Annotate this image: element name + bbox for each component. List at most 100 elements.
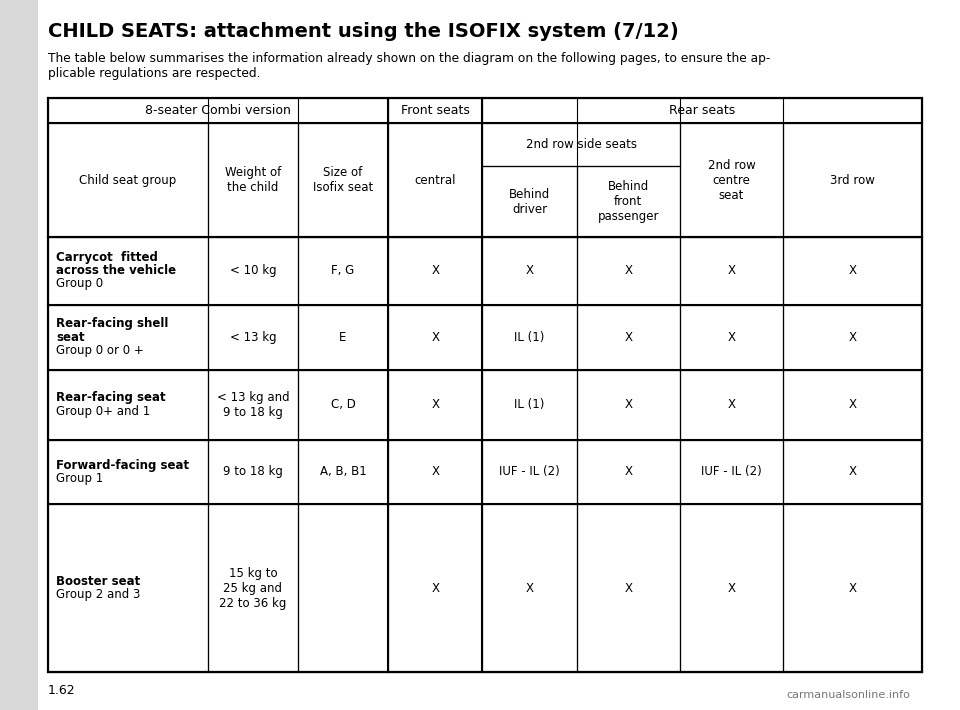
Bar [482, 166, 577, 237]
Text: The table below summarises the information already shown on the diagram on the f: The table below summarises the informati… [48, 52, 770, 65]
Text: IUF - IL (2): IUF - IL (2) [701, 466, 762, 479]
Text: plicable regulations are respected.: plicable regulations are respected. [48, 67, 260, 80]
Text: X: X [624, 264, 633, 278]
Text: X: X [624, 398, 633, 411]
Bar [482, 124, 680, 166]
Text: Group 0+ and 1: Group 0+ and 1 [56, 405, 151, 417]
Text: Rear seats: Rear seats [669, 104, 735, 117]
Bar [680, 305, 783, 369]
Text: E: E [339, 331, 347, 344]
Bar [482, 504, 577, 672]
Text: X: X [728, 398, 735, 411]
Bar [208, 504, 298, 672]
Text: X: X [728, 331, 735, 344]
Text: X: X [849, 466, 856, 479]
Bar [0, 0, 38, 710]
Text: Group 0 or 0 +: Group 0 or 0 + [56, 344, 144, 356]
Text: Booster seat: Booster seat [56, 575, 140, 588]
Bar [208, 124, 298, 237]
Text: IL (1): IL (1) [515, 398, 544, 411]
Bar [48, 124, 208, 237]
Text: A, B, B1: A, B, B1 [320, 466, 367, 479]
Bar [783, 369, 922, 439]
Bar [208, 369, 298, 439]
Bar [298, 369, 388, 439]
Bar [680, 439, 783, 504]
Text: Forward-facing seat: Forward-facing seat [56, 459, 189, 472]
Bar [388, 439, 482, 504]
Text: < 10 kg: < 10 kg [229, 264, 276, 278]
Text: X: X [728, 581, 735, 595]
Bar [48, 98, 922, 672]
Text: X: X [431, 331, 439, 344]
Text: across the vehicle: across the vehicle [56, 264, 176, 278]
Text: X: X [624, 581, 633, 595]
Text: central: central [415, 173, 456, 187]
Text: 3rd row: 3rd row [830, 173, 875, 187]
Bar [48, 504, 208, 672]
Bar [298, 124, 388, 237]
Text: CHILD SEATS: attachment using the ISOFIX system (7/12): CHILD SEATS: attachment using the ISOFIX… [48, 22, 679, 41]
Bar [208, 305, 298, 369]
Bar [680, 369, 783, 439]
Text: X: X [849, 581, 856, 595]
Text: < 13 kg: < 13 kg [229, 331, 276, 344]
Bar [208, 439, 298, 504]
Text: X: X [525, 581, 534, 595]
Text: X: X [431, 264, 439, 278]
Bar [48, 439, 208, 504]
Text: X: X [624, 331, 633, 344]
Text: Rear-facing shell: Rear-facing shell [56, 317, 168, 330]
Text: X: X [525, 264, 534, 278]
Bar [482, 305, 577, 369]
Text: < 13 kg and
9 to 18 kg: < 13 kg and 9 to 18 kg [217, 391, 289, 418]
Bar [388, 305, 482, 369]
Bar [298, 439, 388, 504]
Text: Size of
Isofix seat: Size of Isofix seat [313, 166, 373, 194]
Text: Group 0: Group 0 [56, 278, 103, 290]
Text: X: X [849, 331, 856, 344]
Bar [208, 237, 298, 305]
Bar [680, 237, 783, 305]
Bar [577, 439, 680, 504]
Text: IL (1): IL (1) [515, 331, 544, 344]
Text: X: X [728, 264, 735, 278]
Text: 1.62: 1.62 [48, 684, 76, 697]
Bar [680, 124, 783, 237]
Bar [783, 237, 922, 305]
Bar [298, 504, 388, 672]
Bar [680, 504, 783, 672]
Text: 2nd row
centre
seat: 2nd row centre seat [708, 158, 756, 202]
Bar [298, 237, 388, 305]
Bar [48, 305, 208, 369]
Text: Front seats: Front seats [400, 104, 469, 117]
Bar [577, 237, 680, 305]
Bar [577, 305, 680, 369]
Bar [48, 98, 388, 124]
Text: Group 1: Group 1 [56, 472, 104, 485]
Text: X: X [849, 264, 856, 278]
Bar [577, 166, 680, 237]
Bar [482, 369, 577, 439]
Bar [482, 98, 922, 124]
Bar [298, 305, 388, 369]
Bar [783, 124, 922, 237]
Text: 15 kg to
25 kg and
22 to 36 kg: 15 kg to 25 kg and 22 to 36 kg [219, 567, 287, 610]
Text: 9 to 18 kg: 9 to 18 kg [223, 466, 283, 479]
Bar [48, 237, 208, 305]
Text: F, G: F, G [331, 264, 354, 278]
Text: X: X [624, 466, 633, 479]
Bar [577, 369, 680, 439]
Bar [388, 504, 482, 672]
Bar [783, 504, 922, 672]
Bar [577, 504, 680, 672]
Text: Group 2 and 3: Group 2 and 3 [56, 589, 140, 601]
Text: X: X [431, 581, 439, 595]
Text: C, D: C, D [330, 398, 355, 411]
Bar [388, 98, 482, 124]
Text: Child seat group: Child seat group [80, 173, 177, 187]
Text: carmanualsonline.info: carmanualsonline.info [786, 690, 910, 700]
Bar [482, 439, 577, 504]
Text: X: X [431, 466, 439, 479]
Text: IUF - IL (2): IUF - IL (2) [499, 466, 560, 479]
